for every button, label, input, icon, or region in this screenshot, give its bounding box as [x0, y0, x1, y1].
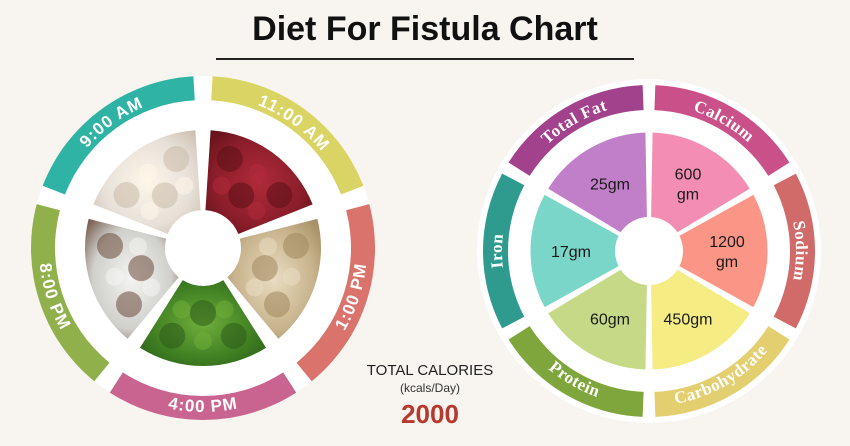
food-texture-dot — [151, 182, 178, 209]
nutrient-slice-carbohydrate — [647, 248, 754, 373]
nutrient-value-protein: 60gm — [590, 312, 630, 329]
food-texture-dot — [266, 182, 293, 209]
nutrient-slice-protein — [544, 248, 651, 373]
food-texture-dot — [251, 255, 278, 282]
food-texture-dot — [245, 278, 264, 297]
food-texture-dot — [212, 176, 231, 195]
food-texture-dot — [228, 182, 255, 209]
meal-time-band-11-00-am — [211, 76, 364, 195]
food-texture-dot — [172, 300, 191, 319]
food-texture-dot — [220, 322, 247, 349]
food-texture-dot — [248, 163, 267, 182]
meal-time-band-9-00-am — [42, 76, 195, 195]
nutrient-band-carbohydrate — [654, 326, 790, 417]
food-texture-dot — [139, 163, 158, 182]
nutrient-band-total-fat — [508, 85, 644, 176]
nutrient-band-sodium — [773, 173, 815, 329]
nutrient-slice-total-fat — [544, 129, 651, 254]
food-texture-dot — [113, 182, 140, 209]
title-underline — [216, 58, 634, 60]
food-texture-dot — [263, 291, 290, 318]
meal-time-band-8-00-pm — [31, 204, 110, 382]
food-texture-dot — [247, 201, 266, 220]
food-texture-dot — [175, 176, 194, 195]
meal-time-band-4-00-pm — [109, 372, 297, 420]
page-title: Diet For Fistula Chart — [252, 10, 598, 48]
nutrition-wheel-hub — [615, 217, 683, 285]
nutrient-value-sodium: 1200 gm — [709, 234, 745, 271]
food-texture-dot — [282, 267, 301, 286]
meal-wheel-hub — [167, 212, 239, 284]
food-texture-dot — [97, 232, 124, 259]
nutrient-label: Iron — [487, 233, 507, 269]
nutrient-label: Sodium — [789, 219, 811, 282]
nutrient-value-total-fat: 25gm — [590, 176, 630, 193]
meal-time-band-1-00-pm — [296, 204, 375, 382]
food-texture-dot — [163, 145, 190, 172]
nutrient-band-protein — [508, 326, 644, 417]
food-texture-dot — [215, 300, 234, 319]
food-texture-dot — [105, 267, 124, 286]
total-calories-value: 2000 — [401, 399, 459, 429]
nutrient-value-carbohydrate: 450gm — [664, 312, 713, 329]
food-texture-dot — [159, 322, 186, 349]
food-texture-dot — [140, 201, 159, 220]
food-texture-dot — [190, 300, 216, 326]
total-calories-label: TOTAL CALORIES — [366, 362, 494, 379]
food-texture-dot — [258, 237, 277, 256]
meal-time-label: 4:00 PM — [167, 393, 239, 416]
nutrient-slice-sodium — [645, 190, 771, 312]
total-calories-unit: (kcals/Day) — [399, 381, 460, 395]
food-texture-dot — [282, 232, 309, 259]
nutrient-value-calcium: 600 gm — [675, 166, 702, 203]
food-texture-dot — [128, 255, 155, 282]
nutrient-slice-calcium — [647, 129, 754, 254]
food-texture-dot — [116, 291, 143, 318]
nutrient-band-calcium — [654, 85, 790, 176]
food-texture-dot — [142, 278, 161, 297]
nutrient-slice-iron — [527, 190, 653, 312]
food-texture-dot — [129, 237, 148, 256]
nutrient-value-iron: 17gm — [551, 244, 591, 261]
food-texture-dot — [194, 332, 212, 350]
food-texture-dot — [216, 145, 243, 172]
nutrient-band-iron — [482, 173, 525, 329]
